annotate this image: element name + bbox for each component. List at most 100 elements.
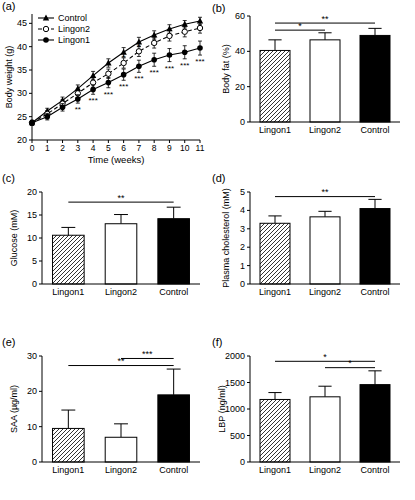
y-tick	[247, 51, 250, 52]
point	[106, 80, 112, 86]
y-tick	[247, 122, 250, 123]
y-tick	[29, 23, 32, 24]
error-bar	[368, 199, 381, 208]
significance-label: *	[348, 358, 352, 368]
y-tick-label: 1500	[225, 378, 245, 388]
point	[90, 80, 95, 85]
annotation: ***	[165, 64, 174, 73]
category-label: Control	[159, 287, 188, 297]
y-axis-label: Plasma cholesterol (mM)	[221, 188, 231, 288]
annotation: *	[122, 53, 125, 62]
y-tick-label: 0	[240, 457, 245, 467]
point	[182, 29, 187, 34]
y-tick-label: 20	[17, 135, 27, 145]
y-tick	[29, 46, 32, 47]
x-axis	[250, 284, 400, 285]
error-bar	[76, 95, 80, 103]
point	[151, 32, 157, 38]
panel-label: (f)	[212, 336, 222, 348]
bar	[158, 395, 190, 462]
y-tick	[29, 116, 32, 117]
y-tick-label: 1000	[225, 404, 245, 414]
error-bar	[268, 216, 281, 223]
point	[29, 119, 35, 125]
error-bar	[167, 369, 181, 395]
point	[182, 21, 188, 27]
panel-1: (b)0204060Body fat (%)Lingon1Lingon2Cont…	[212, 2, 400, 135]
category-label: Control	[360, 465, 389, 475]
error-bar	[30, 120, 34, 125]
plot-area	[260, 371, 390, 462]
y-tick-label: 20	[235, 82, 245, 92]
point	[151, 57, 157, 63]
y-tick	[247, 228, 250, 229]
y-tick-label: 60	[235, 11, 245, 21]
bar	[158, 219, 190, 284]
category-label: Control	[360, 125, 389, 135]
y-tick-label: 45	[17, 18, 27, 28]
y-tick	[247, 210, 250, 211]
bar	[53, 428, 85, 462]
legend-marker	[43, 37, 49, 43]
point	[29, 120, 35, 126]
y-tick	[39, 426, 42, 427]
y-tick-label: 0	[32, 279, 37, 289]
panel-label: (a)	[2, 0, 15, 12]
y-tick-label: 35	[17, 65, 27, 75]
significance-label: **	[321, 14, 329, 24]
significance-label: *	[323, 352, 327, 362]
error-bar	[106, 69, 110, 78]
error-bar	[137, 60, 141, 72]
error-bar	[268, 40, 281, 51]
x-tick-label: 11	[196, 143, 205, 153]
x-tick-label: 10	[180, 143, 190, 153]
y-tick-label: 20	[27, 386, 37, 396]
annotation: ***	[88, 96, 97, 105]
x-tick-label: 0	[30, 143, 35, 153]
y-tick	[247, 247, 250, 248]
bar	[310, 397, 340, 462]
bar	[360, 35, 390, 122]
y-tick-label: 2000	[225, 351, 245, 361]
error-bar	[61, 104, 65, 111]
x-tick-label: 3	[75, 143, 80, 153]
panel-label: (b)	[212, 2, 225, 14]
point	[197, 45, 203, 51]
y-tick-label: 30	[27, 351, 37, 361]
panel-label: (c)	[2, 172, 15, 184]
figure: (a)202530354045Body weight (g)0123456789…	[0, 0, 415, 500]
category-label: Control	[159, 465, 188, 475]
significance-label: *	[298, 21, 302, 31]
x-tick-label: 7	[137, 143, 142, 153]
category-label: Lingon1	[259, 465, 291, 475]
x-tick-label: 4	[91, 143, 96, 153]
x-axis	[250, 462, 400, 463]
error-bar	[30, 120, 34, 125]
y-tick	[247, 462, 250, 463]
annotation: ***	[119, 82, 128, 91]
point	[90, 72, 96, 78]
annotation: *	[137, 42, 140, 51]
y-tick-label: 0	[32, 457, 37, 467]
error-bar	[30, 120, 34, 125]
y-tick-label: 25	[17, 112, 27, 122]
error-bar	[122, 69, 126, 80]
error-bar	[61, 227, 75, 235]
error-bar	[318, 386, 331, 397]
plot-area	[260, 199, 390, 284]
plot-area	[53, 207, 190, 284]
point	[197, 25, 202, 30]
category-label: Control	[360, 287, 389, 297]
point	[106, 71, 111, 76]
y-tick-label: 30	[17, 88, 27, 98]
error-bar	[167, 49, 171, 62]
error-bar	[268, 393, 281, 400]
series-line	[32, 28, 200, 123]
point	[29, 120, 34, 125]
point	[151, 40, 156, 45]
bar	[360, 209, 390, 284]
y-tick	[39, 462, 42, 463]
error-bar	[183, 46, 187, 59]
category-label: Lingon1	[259, 125, 291, 135]
y-tick	[247, 192, 250, 193]
